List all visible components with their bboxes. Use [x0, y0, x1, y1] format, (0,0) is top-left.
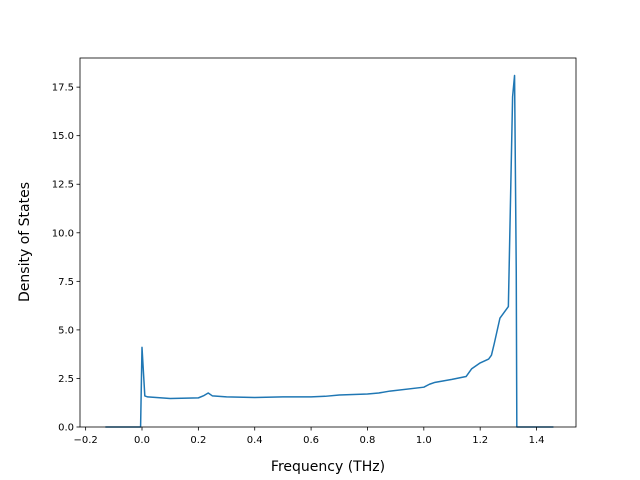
y-tick-label: 0.0	[58, 423, 74, 434]
x-axis-label: Frequency (THz)	[271, 459, 385, 475]
y-tick-label: 17.5	[52, 83, 74, 94]
y-tick-label: 2.5	[58, 374, 74, 385]
y-tick-label: 10.0	[52, 228, 74, 239]
plot-area	[79, 57, 577, 428]
x-tick-label: 0.2	[190, 435, 206, 446]
dos-series-line	[105, 74, 554, 428]
axes-frame	[79, 57, 577, 428]
x-tick-label: 0.8	[360, 435, 376, 446]
x-tick-label: −0.2	[73, 435, 97, 446]
x-tick-label: 0.6	[303, 435, 319, 446]
y-axis-label: Density of States	[17, 182, 33, 302]
x-tick-label: 1.4	[529, 435, 545, 446]
y-tick-label: 7.5	[58, 277, 74, 288]
x-tick-label: 1.2	[472, 435, 488, 446]
x-tick-label: 1.0	[416, 435, 432, 446]
y-tick-label: 15.0	[52, 131, 74, 142]
y-axis-ticks: 0.0 2.5 5.0 7.5 10.0 12.5 15.0 17.5	[52, 83, 80, 434]
x-axis-ticks: −0.2 0.0 0.2 0.4 0.6 0.8 1.0 1.2 1.4	[73, 427, 544, 446]
y-tick-label: 12.5	[52, 180, 74, 191]
y-tick-label: 5.0	[58, 325, 74, 336]
x-tick-label: 0.0	[134, 435, 150, 446]
x-tick-label: 0.4	[247, 435, 263, 446]
